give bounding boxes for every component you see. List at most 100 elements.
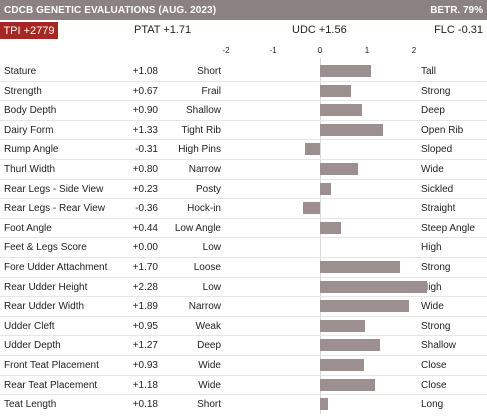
trait-low-descriptor: Loose	[193, 261, 221, 273]
trait-bar	[305, 143, 320, 156]
trait-label: Strength	[4, 85, 42, 97]
trait-high-descriptor: Tall	[421, 66, 437, 77]
trait-high-descriptor: Sloped	[421, 144, 453, 156]
trait-high-descriptor: Open Rib	[421, 124, 464, 136]
trait-value: +1.18	[132, 379, 158, 391]
scale-tick: 0	[317, 46, 323, 55]
trait-low-descriptor: Tight Rib	[181, 124, 221, 136]
trait-row: Foot Angle +0.44 Low Angle Steep Angle	[0, 219, 487, 239]
trait-high-descriptor: Close	[421, 379, 447, 391]
udc-value: UDC +1.56	[292, 24, 347, 36]
trait-label: Body Depth	[4, 105, 57, 117]
trait-value: +0.23	[132, 183, 158, 195]
trait-label: Front Teat Placement	[4, 359, 99, 371]
trait-value: +0.93	[132, 359, 158, 371]
trait-low-descriptor: Low	[202, 281, 221, 293]
trait-high-descriptor: High	[421, 242, 442, 254]
trait-high-descriptor: Sickled	[421, 183, 454, 195]
index-summary: TPI +2779 PTAT +1.71 UDC +1.56 FLC -0.31	[0, 22, 487, 39]
scale-tick: 1	[364, 46, 370, 55]
trait-value: -0.36	[135, 203, 158, 215]
trait-high-descriptor: Deep	[421, 105, 445, 117]
trait-low-descriptor: Low	[202, 242, 221, 254]
trait-row: Rear Udder Height +2.28 Low High	[0, 278, 487, 298]
trait-label: Udder Cleft	[4, 320, 55, 332]
trait-label: Rear Teat Placement	[4, 379, 98, 391]
trait-bar	[320, 300, 409, 313]
trait-value: +0.90	[132, 105, 158, 117]
trait-high-descriptor: Long	[421, 399, 444, 411]
trait-row: Rump Angle -0.31 High Pins Sloped	[0, 140, 487, 160]
trait-label: Rear Udder Height	[4, 281, 88, 293]
trait-bar	[320, 84, 352, 97]
trait-bar	[320, 123, 383, 136]
trait-high-descriptor: Strong	[421, 261, 451, 273]
trait-bar	[320, 65, 371, 77]
trait-row: Thurl Width +0.80 Narrow Wide	[0, 160, 487, 180]
trait-low-descriptor: Frail	[201, 85, 221, 97]
tpi-badge: TPI +2779	[0, 22, 58, 39]
trait-low-descriptor: Posty	[195, 183, 221, 195]
trait-row: Body Depth +0.90 Shallow Deep	[0, 101, 487, 121]
trait-bar	[320, 182, 331, 195]
trait-value: +0.80	[132, 163, 158, 175]
trait-bar	[320, 104, 363, 117]
trait-value: +1.33	[132, 124, 158, 136]
trait-value: +0.67	[132, 85, 158, 97]
header-title: CDCB GENETIC EVALUATIONS (AUG. 2023)	[4, 4, 217, 16]
trait-row: Udder Cleft +0.95 Weak Strong	[0, 317, 487, 337]
trait-bar	[320, 358, 364, 371]
trait-bar	[320, 378, 376, 391]
trait-value: +0.00	[132, 242, 158, 254]
trait-low-descriptor: Short	[197, 399, 221, 411]
trait-row: Fore Udder Attachment +1.70 Loose Strong	[0, 258, 487, 278]
reliability-value: BETR. 79%	[430, 4, 483, 16]
trait-high-descriptor: Shallow	[421, 340, 457, 352]
trait-bar	[320, 319, 365, 332]
trait-low-descriptor: Hock-in	[187, 203, 221, 215]
trait-label: Udder Depth	[4, 340, 61, 352]
trait-label: Teat Length	[4, 399, 57, 411]
trait-low-descriptor: Short	[197, 66, 221, 77]
trait-label: Feet & Legs Score	[4, 242, 87, 254]
trait-value: +1.27	[132, 340, 158, 352]
flc-value: FLC -0.31	[434, 24, 483, 36]
trait-low-descriptor: High Pins	[178, 144, 221, 156]
trait-value: -0.31	[135, 144, 158, 156]
trait-label: Thurl Width	[4, 163, 56, 175]
trait-low-descriptor: Wide	[198, 359, 221, 371]
trait-bar	[320, 339, 380, 352]
scale-tick: -2	[222, 46, 230, 55]
trait-value: +1.08	[132, 66, 158, 77]
trait-label: Rear Legs - Rear View	[4, 203, 105, 215]
trait-bar	[320, 162, 358, 175]
trait-bar	[303, 202, 320, 215]
trait-high-descriptor: Wide	[421, 301, 444, 313]
trait-bar	[320, 260, 400, 273]
trait-low-descriptor: Low Angle	[174, 222, 221, 234]
trait-value: +0.18	[132, 399, 158, 411]
trait-low-descriptor: Shallow	[185, 105, 221, 117]
trait-row: Rear Legs - Side View +0.23 Posty Sickled	[0, 180, 487, 200]
trait-bar	[320, 221, 341, 234]
trait-row: Stature +1.08 Short Tall	[0, 62, 487, 82]
trait-row: Dairy Form +1.33 Tight Rib Open Rib	[0, 121, 487, 141]
trait-row: Feet & Legs Score +0.00 Low High	[0, 238, 487, 258]
trait-value: +1.89	[132, 301, 158, 313]
trait-value: +1.70	[132, 261, 158, 273]
trait-high-descriptor: Strong	[421, 320, 451, 332]
scale-tick: 2	[411, 46, 417, 55]
trait-label: Rear Legs - Side View	[4, 183, 104, 195]
trait-high-descriptor: High	[421, 281, 442, 293]
trait-label: Dairy Form	[4, 124, 54, 136]
trait-low-descriptor: Wide	[198, 379, 221, 391]
ptat-value: PTAT +1.71	[134, 24, 192, 36]
scale-axis: -2 -1 0 1 2	[0, 40, 487, 58]
evaluations-header: CDCB GENETIC EVALUATIONS (AUG. 2023) BET…	[0, 0, 487, 20]
trait-high-descriptor: Steep Angle	[421, 222, 475, 234]
trait-label: Fore Udder Attachment	[4, 261, 108, 273]
trait-label: Rump Angle	[4, 144, 59, 156]
trait-high-descriptor: Strong	[421, 85, 451, 97]
trait-high-descriptor: Straight	[421, 203, 456, 215]
trait-high-descriptor: Close	[421, 359, 447, 371]
